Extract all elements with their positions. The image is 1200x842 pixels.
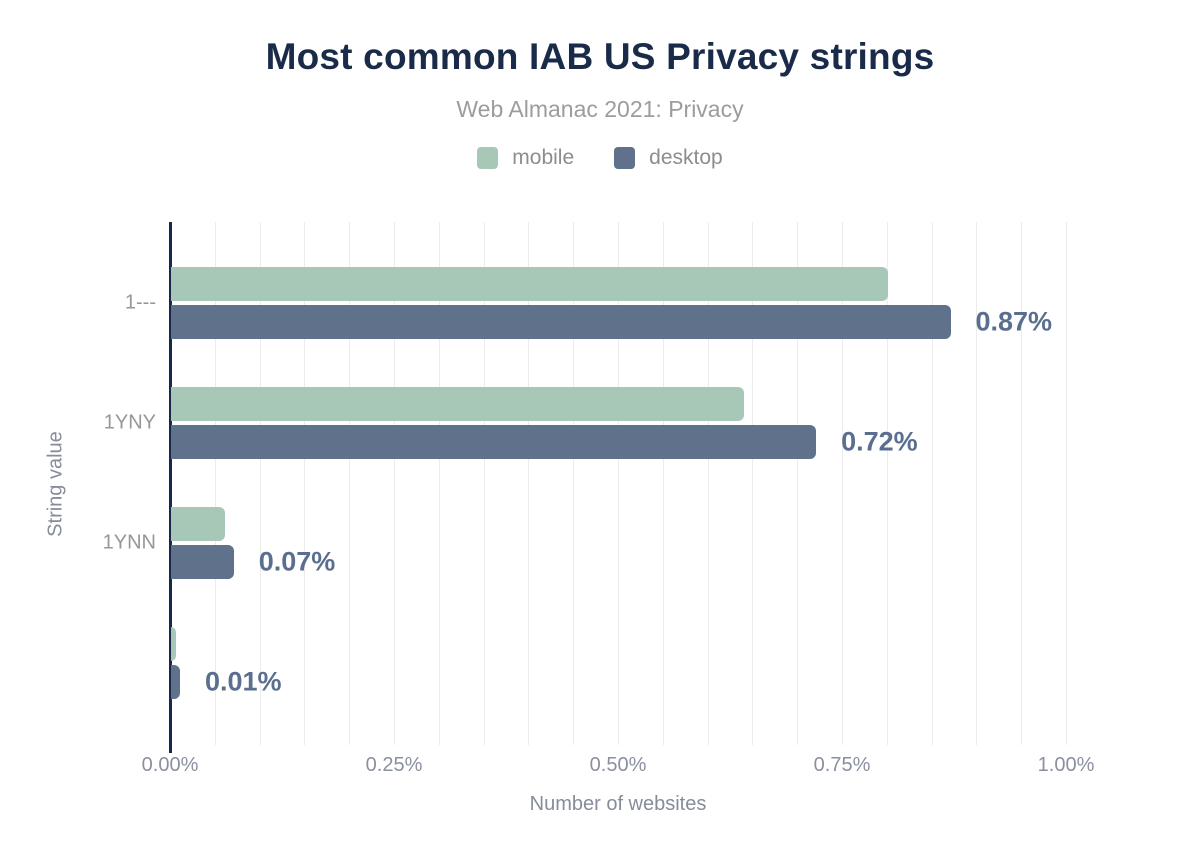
bar-desktop-1---	[171, 305, 951, 339]
category-label: 1YNN	[102, 531, 156, 554]
bar-mobile-row4	[171, 627, 176, 661]
gridline	[349, 222, 351, 745]
legend-label: desktop	[649, 146, 723, 169]
gridline	[304, 222, 306, 745]
gridline	[1021, 222, 1023, 745]
bar-desktop-row4	[171, 665, 180, 699]
x-tick-label: 0.50%	[589, 754, 647, 776]
legend-swatch-mobile	[477, 147, 499, 169]
x-axis-title: Number of websites	[529, 793, 707, 815]
category-label: 1YNY	[103, 411, 156, 434]
gridline	[438, 222, 440, 745]
gridline	[483, 222, 485, 745]
gridline	[394, 222, 395, 745]
x-tick-label: 1.00%	[1037, 754, 1095, 776]
value-label: 0.87%	[975, 306, 1053, 337]
gridline	[618, 222, 619, 745]
bar-mobile-1YNY	[171, 387, 745, 421]
y-axis-title: String value	[44, 431, 67, 537]
bar-mobile-1---	[171, 267, 888, 301]
x-tick-label: 0.25%	[365, 754, 423, 776]
category-label: 1---	[124, 291, 156, 314]
gridline	[1066, 222, 1067, 745]
gridline	[842, 222, 843, 745]
bar-mobile-1YNN	[171, 507, 225, 541]
gridline	[931, 222, 933, 745]
gridline	[886, 222, 888, 745]
value-label: 0.72%	[841, 426, 918, 457]
chart-subtitle: Web Almanac 2021: Privacy	[456, 96, 744, 122]
gridline	[573, 222, 575, 745]
x-tick-label: 0.75%	[813, 754, 871, 776]
legend-item-mobile: mobile	[477, 146, 574, 170]
y-axis-line	[169, 222, 172, 753]
x-tick-label: 0.00%	[141, 754, 199, 776]
gridline	[797, 222, 799, 745]
legend: mobile desktop	[0, 146, 1200, 170]
gridline	[214, 222, 216, 745]
gridline	[662, 222, 664, 745]
legend-label: mobile	[512, 146, 575, 169]
gridline	[707, 222, 709, 745]
value-label: 0.07%	[258, 546, 336, 577]
gridline	[528, 222, 530, 745]
bar-desktop-1YNN	[171, 545, 234, 579]
bar-desktop-1YNY	[171, 425, 817, 459]
chart-title: Most common IAB US Privacy strings	[265, 36, 935, 77]
legend-swatch-desktop	[614, 147, 636, 169]
plot-area: 1--- 0.87% 1YNY 0.72% 1YNN 0.07% 0.01% 0.00% 0.2…	[103, 222, 1094, 776]
legend-item-desktop: desktop	[614, 146, 723, 170]
gridline	[259, 222, 261, 745]
gridline	[976, 222, 978, 745]
value-label: 0.01%	[205, 666, 282, 697]
gridline	[752, 222, 754, 745]
